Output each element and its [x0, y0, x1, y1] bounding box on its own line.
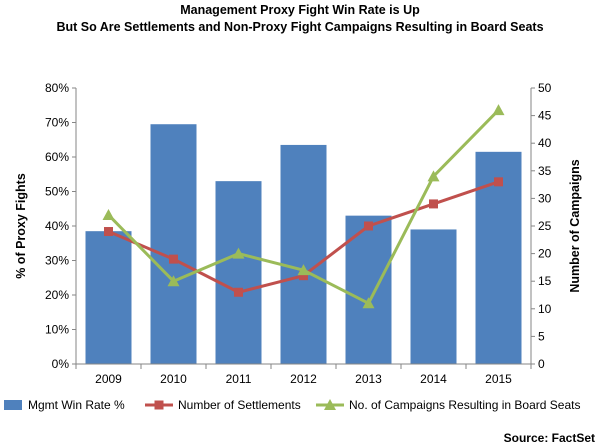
y-right-tick-label: 35	[538, 164, 552, 178]
bar-mgmt-win-rate	[280, 144, 327, 364]
y-right-axis-title: Number of Campaigns	[568, 159, 582, 292]
point-settlements	[104, 227, 113, 237]
y-left-tick-label: 20%	[45, 288, 69, 302]
y-right-tick-label: 25	[538, 219, 552, 233]
bar-mgmt-win-rate	[150, 124, 197, 364]
bar-mgmt-win-rate	[345, 215, 392, 364]
chart-title: Management Proxy Fight Win Rate is Up Bu…	[0, 2, 600, 36]
legend-label: Mgmt Win Rate %	[28, 398, 125, 412]
y-left-tick-label: 80%	[45, 81, 69, 95]
point-settlements	[169, 254, 178, 264]
y-right-tick-label: 45	[538, 109, 552, 123]
y-right-tick-label: 10	[538, 302, 552, 316]
point-board-seats	[492, 104, 505, 116]
bar-mgmt-win-rate	[85, 231, 132, 364]
point-settlements	[234, 287, 243, 297]
x-tick-label: 2014	[420, 372, 447, 386]
chart-subtitle: But So Are Settlements and Non-Proxy Fig…	[56, 20, 544, 34]
bar-mgmt-win-rate	[215, 181, 262, 364]
point-settlements	[364, 221, 373, 231]
x-tick-label: 2013	[355, 372, 382, 386]
point-board-seats	[362, 297, 375, 309]
y-right-tick-label: 30	[538, 191, 552, 205]
bar-mgmt-win-rate	[410, 229, 457, 364]
y-right-tick-label: 40	[538, 136, 552, 150]
x-tick-label: 2010	[160, 372, 187, 386]
x-tick-label: 2011	[226, 372, 252, 386]
source-note: Source: FactSet	[504, 431, 595, 445]
chart-title-line-1: Management Proxy Fight Win Rate is Up	[180, 3, 420, 17]
point-board-seats	[102, 208, 115, 220]
legend-marker-board-seats	[324, 399, 336, 410]
y-left-tick-label: 30%	[45, 254, 69, 268]
y-left-tick-label: 50%	[45, 185, 69, 199]
point-settlements	[494, 177, 503, 187]
point-settlements	[299, 271, 308, 281]
y-right-tick-label: 5	[538, 329, 545, 343]
y-left-tick-label: 10%	[45, 323, 69, 337]
legend-label: Number of Settlements	[178, 398, 301, 412]
point-settlements	[429, 199, 438, 209]
x-tick-label: 2009	[95, 372, 122, 386]
y-right-tick-label: 0	[538, 357, 545, 371]
y-left-axis-title: % of Proxy Fights	[14, 173, 28, 279]
x-tick-label: 2012	[290, 372, 317, 386]
y-right-tick-label: 15	[538, 274, 552, 288]
y-left-tick-label: 60%	[45, 150, 69, 164]
y-right-tick-label: 50	[538, 81, 552, 95]
point-board-seats	[167, 275, 180, 287]
point-board-seats	[297, 264, 310, 276]
y-left-tick-label: 40%	[45, 219, 69, 233]
legend-marker-settlements	[154, 400, 164, 410]
x-tick-label: 2015	[485, 372, 512, 386]
y-left-tick-label: 70%	[45, 116, 69, 130]
legend-swatch-mgmt-win-rate	[4, 400, 22, 410]
point-board-seats	[232, 247, 245, 259]
legend-label: No. of Campaigns Resulting in Board Seat…	[349, 398, 580, 412]
y-left-tick-label: 0%	[52, 357, 70, 371]
y-right-tick-label: 20	[538, 247, 552, 261]
point-board-seats	[427, 170, 440, 182]
legend: Mgmt Win Rate % Number of Settlements No. …	[4, 398, 580, 412]
